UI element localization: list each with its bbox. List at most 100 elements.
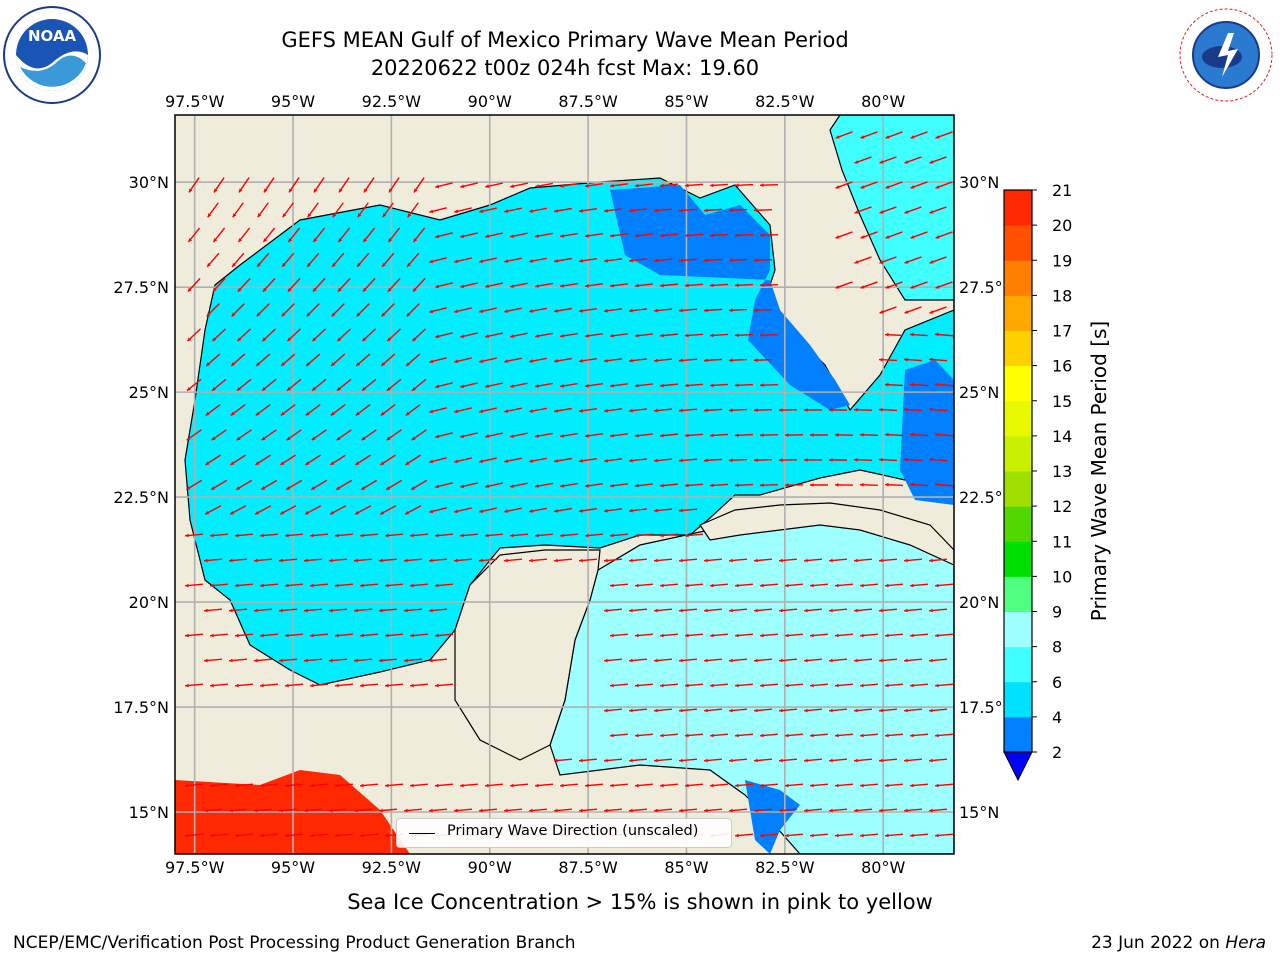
legend-label: Primary Wave Direction (unscaled): [447, 823, 699, 839]
wave-arrow-icon: [356, 303, 370, 317]
wave-arrow-icon: [386, 429, 402, 441]
wave-arrow-icon: [303, 658, 323, 663]
wave-arrow-icon: [909, 683, 929, 688]
wave-arrow-icon: [378, 608, 398, 613]
wave-arrow-icon: [834, 833, 854, 838]
wave-arrow-icon: [910, 131, 928, 139]
wave-arrow-icon: [310, 479, 328, 491]
wave-arrow-icon: [634, 733, 654, 738]
colorbar-tick-label: 14: [1052, 427, 1072, 446]
wave-arrow-icon: [409, 683, 429, 688]
wave-arrow-icon: [859, 783, 879, 788]
wave-arrow-icon: [428, 808, 448, 813]
colorbar-tick-label: 21: [1052, 181, 1072, 200]
colorbar-tick-label: 6: [1052, 673, 1062, 692]
wave-arrow-icon: [653, 258, 673, 263]
wave-arrow-icon: [709, 283, 729, 288]
wave-arrow-icon: [909, 583, 929, 588]
wave-arrow-icon: [354, 505, 372, 515]
wave-arrow-icon: [903, 407, 923, 412]
wave-arrow-icon: [634, 683, 654, 688]
wave-arrow-icon: [388, 177, 400, 193]
wave-arrow-icon: [434, 533, 454, 538]
wave-arrow-icon: [603, 508, 623, 513]
wave-arrow-icon: [237, 227, 251, 243]
wave-arrow-icon: [784, 833, 804, 838]
wave-arrow-icon: [186, 429, 202, 441]
wave-arrow-icon: [307, 202, 319, 218]
wave-arrow-icon: [678, 658, 698, 663]
wave-arrow-icon: [784, 783, 804, 788]
wave-arrow-icon: [454, 407, 472, 414]
wave-arrow-icon: [405, 454, 421, 466]
wave-arrow-icon: [209, 683, 229, 688]
wave-arrow-icon: [407, 202, 419, 218]
colorbar-extend-triangle: [1003, 751, 1033, 782]
wave-arrow-icon: [834, 482, 854, 487]
wave-arrow-icon: [659, 783, 679, 788]
wave-arrow-icon: [653, 358, 673, 363]
wave-arrow-icon: [734, 783, 754, 788]
wave-arrow-icon: [834, 633, 854, 638]
wave-arrow-icon: [909, 482, 929, 487]
wave-arrow-icon: [684, 333, 704, 338]
wave-arrow-icon: [286, 378, 302, 392]
chart-title: GEFS MEAN Gulf of Mexico Primary Wave Me…: [281, 28, 849, 52]
wave-arrow-icon: [231, 303, 245, 317]
wave-arrow-icon: [903, 608, 923, 613]
wave-arrow-icon: [853, 708, 873, 713]
wave-arrow-icon: [603, 608, 623, 613]
wave-arrow-icon: [628, 508, 648, 513]
wave-arrow-icon: [828, 758, 848, 763]
wave-arrow-icon: [853, 558, 873, 563]
wave-arrow-icon: [578, 457, 598, 463]
wave-arrow-icon: [312, 277, 326, 293]
wave-arrow-icon: [678, 758, 698, 763]
wave-arrow-icon: [428, 658, 448, 663]
colorbar-segment: [1004, 295, 1032, 331]
wave-arrow-icon: [387, 277, 401, 293]
wave-arrow-icon: [534, 783, 554, 788]
wave-arrow-icon: [684, 233, 704, 238]
wave-arrow-icon: [554, 507, 572, 513]
wave-arrow-icon: [378, 808, 398, 813]
wave-arrow-icon: [359, 533, 379, 538]
wave-arrow-icon: [510, 432, 528, 438]
wave-arrow-icon: [728, 808, 748, 813]
wave-arrow-icon: [628, 208, 648, 213]
wave-arrow-icon: [554, 457, 572, 463]
wave-arrow-icon: [684, 583, 704, 588]
wave-arrow-icon: [904, 156, 922, 164]
footer-credit: NCEP/EMC/Verification Post Processing Pr…: [13, 933, 576, 953]
wave-direction-arrows: [184, 131, 954, 838]
wave-arrow-icon: [609, 283, 629, 288]
wave-arrow-icon: [284, 583, 304, 588]
wave-arrow-icon: [254, 505, 272, 515]
wave-arrow-icon: [230, 404, 246, 416]
wave-arrow-icon: [510, 182, 528, 188]
wave-arrow-icon: [609, 633, 629, 638]
wave-arrow-icon: [504, 257, 522, 263]
wave-arrow-icon: [634, 183, 654, 188]
wave-arrow-icon: [879, 256, 897, 264]
wave-arrow-icon: [453, 558, 473, 563]
wave-arrow-icon: [860, 181, 878, 189]
colorbar-segment: [1004, 225, 1032, 261]
wave-arrow-icon: [361, 328, 377, 342]
wave-arrow-icon: [410, 479, 428, 491]
wave-arrow-icon: [260, 479, 278, 491]
wave-arrow-icon: [262, 277, 276, 293]
wave-arrow-icon: [703, 608, 723, 613]
lat-tick-label: 17.5°N: [113, 698, 169, 717]
lat-tick-label: 22.5°N: [113, 488, 169, 507]
wave-arrow-icon: [184, 783, 204, 788]
wave-arrow-icon: [859, 583, 879, 588]
wave-arrow-icon: [460, 332, 478, 339]
wave-arrow-icon: [909, 633, 929, 638]
wave-arrow-icon: [454, 257, 472, 264]
wave-arrow-icon: [753, 408, 773, 413]
wave-arrow-icon: [678, 808, 698, 813]
wave-arrow-icon: [759, 583, 779, 588]
wave-arrow-icon: [454, 507, 472, 514]
wave-arrow-icon: [334, 833, 354, 838]
